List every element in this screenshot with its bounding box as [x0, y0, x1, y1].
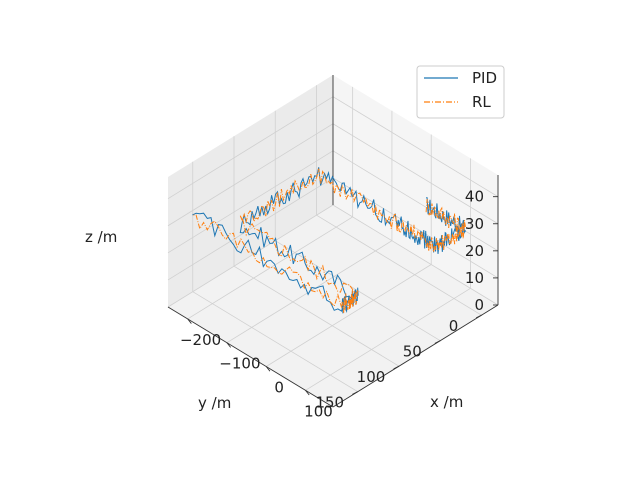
grid-line-y-floor — [316, 214, 482, 316]
legend-box — [416, 65, 505, 119]
z-tick-label: 10 — [465, 269, 484, 287]
grid-line-z-right — [167, 204, 334, 308]
grid-line-z-left — [332, 96, 499, 198]
grid-line-z-right — [167, 96, 334, 200]
y-axis-line — [332, 304, 499, 408]
z-tick-label: 40 — [465, 188, 484, 206]
z-axis-label: z /m — [85, 228, 117, 246]
z-tick-label: 20 — [465, 242, 484, 260]
x-tick-mark — [265, 366, 271, 372]
x-tick-mark — [305, 390, 310, 396]
legend-label-pid: PID — [472, 69, 497, 87]
grid-line-x-floor — [305, 287, 471, 391]
y-tick-mark — [352, 391, 358, 395]
x-tick-mark — [187, 318, 192, 324]
y-axis-label: y /m — [198, 394, 231, 412]
z-tick-label: 30 — [465, 215, 484, 233]
series-line-rl — [192, 168, 466, 313]
series-group — [192, 167, 467, 314]
grid-line-x-floor — [187, 216, 353, 320]
y-tick-mark — [434, 340, 441, 344]
y-tick-label: 0 — [449, 317, 459, 335]
grid-line-z-left — [332, 123, 499, 225]
z-tick-label: 0 — [474, 296, 484, 314]
y-tick-label: 150 — [315, 394, 344, 412]
legend: PID RL — [416, 65, 505, 119]
left-back-pane — [333, 75, 498, 305]
right-back-pane — [168, 75, 333, 307]
y-tick-label: 50 — [403, 343, 422, 361]
x-tick-label: 0 — [274, 379, 284, 397]
legend-label-rl: RL — [472, 93, 491, 111]
grid-line-z-left — [332, 204, 499, 306]
y-tick-label: 100 — [357, 368, 386, 386]
grid-line-x-floor — [266, 264, 432, 367]
x-tick-label: 100 — [304, 402, 333, 420]
x-tick-mark — [226, 342, 232, 348]
grid-line-z-right — [167, 150, 334, 254]
grid-line-y-floor — [233, 265, 400, 367]
grid-line-z-right — [167, 123, 334, 227]
grid-line-z-left — [332, 150, 499, 252]
x-axis-label: x /m — [430, 393, 463, 411]
y-tick-mark — [393, 365, 400, 370]
y-tick-mark — [475, 314, 482, 319]
x-tick-label: −100 — [219, 355, 260, 373]
grid-line-y-floor — [192, 291, 358, 393]
grid-line-z-right — [167, 177, 334, 281]
x-tick-label: −200 — [180, 331, 221, 349]
